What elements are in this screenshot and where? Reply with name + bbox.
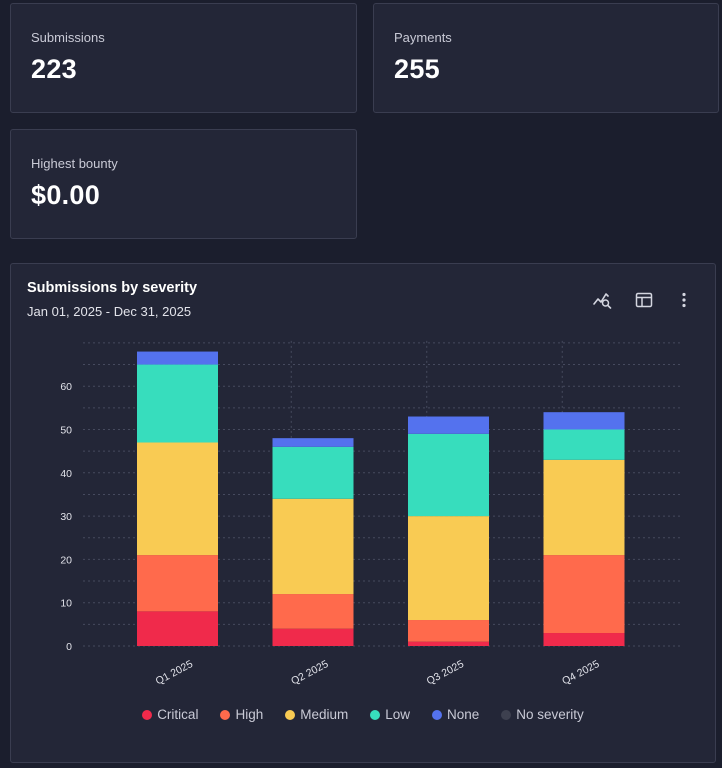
y-tick-label: 40 [60,468,72,480]
x-tick-label: Q4 2025 [560,658,601,688]
legend-item-critical[interactable]: Critical [142,707,198,722]
highest-bounty-stat-card: Highest bounty $0.00 [10,129,357,239]
legend-dot-icon [285,709,296,720]
bar-high-q3-2025 [408,620,489,642]
bar-low-q1-2025 [137,364,218,443]
legend-dot-icon [220,709,231,720]
legend-label: Low [385,707,410,722]
y-tick-label: 0 [66,641,72,653]
y-tick-label: 30 [60,511,72,523]
table-view-button[interactable] [631,288,657,312]
bar-medium-q1-2025 [137,442,218,556]
bar-high-q1-2025 [137,555,218,612]
legend-item-high[interactable]: High [220,707,263,722]
legend-item-medium[interactable]: Medium [285,707,348,722]
legend-label: Critical [157,707,199,722]
bar-none-q3-2025 [408,416,489,434]
legend-label: None [447,707,480,722]
x-tick-label: Q1 2025 [154,658,195,688]
payments-label: Payments [394,30,452,45]
x-tick-label: Q3 2025 [425,658,466,688]
legend-label: High [235,707,264,722]
table-icon [635,292,653,308]
submissions-stat-card: Submissions 223 [10,3,357,113]
bar-medium-q2-2025 [272,498,354,595]
chart-title: Submissions by severity [27,280,198,296]
legend-item-low[interactable]: Low [370,707,410,722]
severity-bar-chart: 0 10 20 30 40 50 60 Q1 2025 Q2 2025 Q3 2025 Q4 202… [60,340,681,688]
analytics-search-button[interactable] [590,288,616,312]
bar-high-q2-2025 [272,594,354,629]
submissions-label: Submissions [31,30,105,45]
chart-date-range: Jan 01, 2025 - Dec 31, 2025 [27,304,192,319]
bar-medium-q3-2025 [408,516,489,621]
legend-dot-icon [370,709,381,720]
bar-none-q1-2025 [137,351,218,365]
bar-low-q3-2025 [408,433,489,517]
bar-low-q4-2025 [543,429,625,460]
payments-stat-card: Payments 255 [373,3,719,113]
analytics-search-icon [593,293,612,309]
bar-none-q2-2025 [272,438,354,447]
bar-high-q4-2025 [543,555,625,634]
bar-medium-q4-2025 [543,459,625,556]
legend-dot-icon [142,709,153,720]
y-tick-label: 60 [60,381,72,393]
submissions-by-severity-card: 0 10 20 30 40 50 60 Q1 2025 Q2 2025 Q3 2025 Q4 202… [10,263,716,763]
legend-dot-icon [432,709,442,720]
legend-label: No severity [516,707,584,722]
bar-critical-q2-2025 [272,628,354,646]
legend-dot-icon [501,709,512,720]
legend-label: Medium [300,707,349,722]
bar-critical-q4-2025 [543,633,625,646]
chart-legend: Critical High Medium Low None No severity [11,707,715,722]
y-tick-label: 10 [60,598,72,610]
more-options-button[interactable] [671,288,697,312]
y-tick-label: 20 [60,554,72,566]
more-vertical-icon [682,292,686,308]
submissions-value: 223 [31,54,77,84]
bar-none-q4-2025 [543,412,625,430]
x-tick-label: Q2 2025 [289,658,330,688]
payments-value: 255 [394,54,440,84]
bar-critical-q1-2025 [137,611,218,646]
legend-item-no-severity[interactable]: No severity [501,707,584,722]
bar-low-q2-2025 [272,446,354,499]
y-tick-label: 50 [60,425,72,437]
legend-item-none[interactable]: None [432,707,479,722]
bar-critical-q3-2025 [408,641,489,646]
highest-bounty-label: Highest bounty [31,156,118,171]
highest-bounty-value: $0.00 [31,180,101,210]
